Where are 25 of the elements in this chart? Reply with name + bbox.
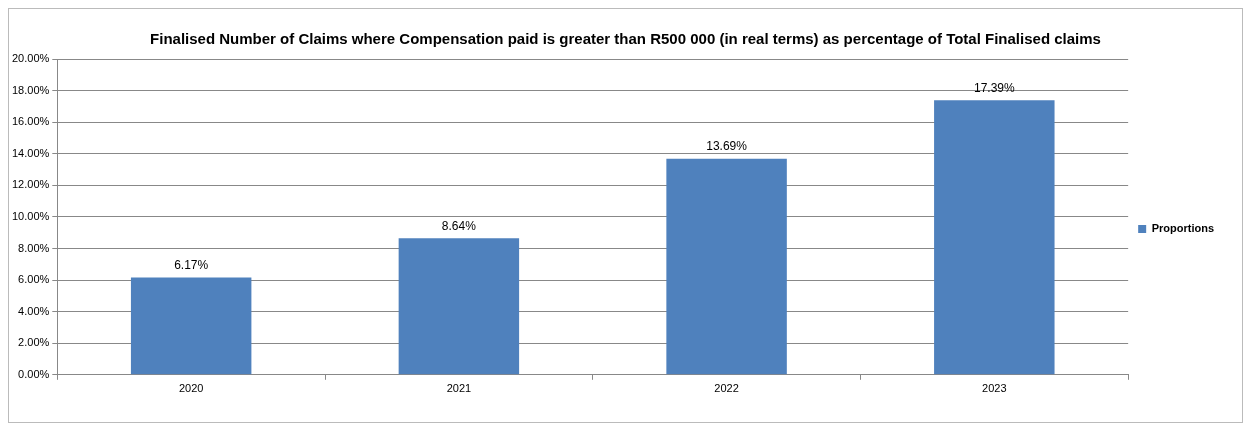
y-tick-label: 10.00% (12, 209, 50, 222)
bar (130, 277, 252, 375)
bar (398, 238, 520, 375)
y-tick-label: 0.00% (18, 367, 50, 380)
y-tick-label: 18.00% (12, 83, 50, 96)
bar (666, 158, 787, 375)
legend-label: Proportions (1151, 222, 1215, 235)
data-label: 8.64% (441, 218, 477, 233)
y-tick-label: 14.00% (12, 146, 50, 159)
y-tick-label: 2.00% (18, 336, 50, 349)
y-tick-label: 16.00% (12, 115, 50, 128)
y-tick-label: 6.00% (18, 273, 50, 286)
x-tick-label: 2021 (446, 382, 472, 395)
data-label: 6.17% (174, 257, 209, 272)
y-tick-label: 4.00% (18, 304, 50, 317)
x-tick-label: 2022 (714, 382, 739, 395)
y-tick-label: 20.00% (12, 52, 50, 65)
x-tick-label: 2020 (178, 382, 204, 395)
bar (934, 100, 1055, 375)
chart-title: Finalised Number of Claims where Compensation paid is greater than R500 000 (in real terms) as percentage of Total Finalised claims (149, 29, 1102, 49)
x-tick-label: 2023 (982, 382, 1007, 395)
data-label: 17.39% (973, 80, 1015, 95)
y-tick-label: 8.00% (18, 241, 50, 254)
data-label: 13.69% (706, 138, 748, 153)
y-tick-label: 12.00% (12, 178, 50, 191)
